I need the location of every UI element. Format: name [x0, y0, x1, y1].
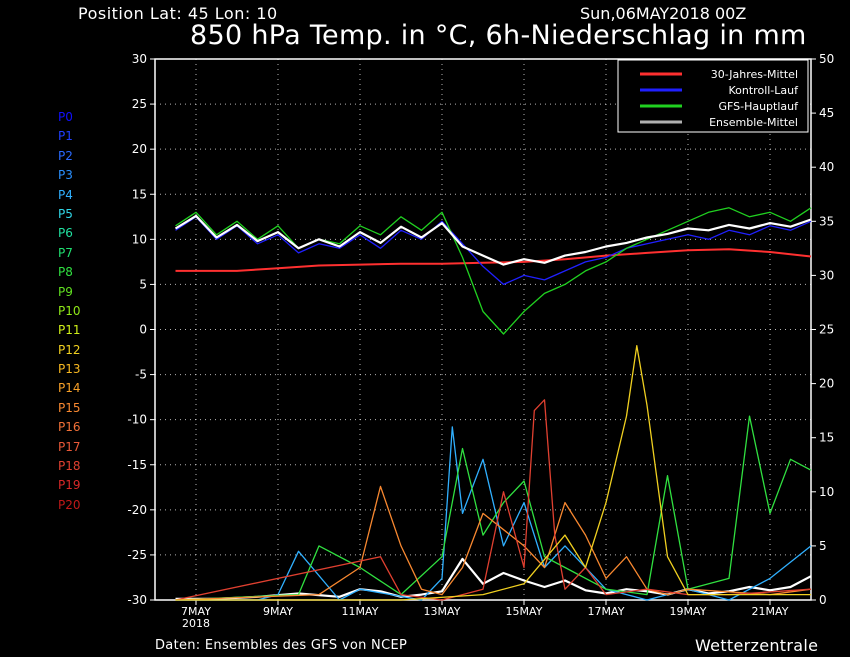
member-label-p15: P15: [58, 400, 81, 415]
y-left-tick-label: -20: [127, 503, 147, 517]
member-label-p10: P10: [58, 303, 81, 318]
brand-label: Wetterzentrale: [695, 636, 819, 655]
member-label-p6: P6: [58, 226, 73, 241]
y-right-tick-label: 45: [819, 106, 834, 120]
y-right-tick-label: 25: [819, 323, 834, 337]
data-source-label: Daten: Ensembles des GFS von NCEP: [155, 638, 408, 653]
member-label-p5: P5: [58, 206, 73, 221]
series-line-p12-niederschlag: [175, 345, 811, 601]
member-label-p19: P19: [58, 478, 81, 493]
member-label-p20: P20: [58, 497, 81, 512]
member-label-p4: P4: [58, 187, 73, 202]
y-right-tick-label: 5: [819, 539, 827, 553]
y-right-tick-label: 0: [819, 593, 827, 607]
series-line-p8-niederschlag: [175, 415, 812, 601]
x-tick-label: 21MAY: [752, 605, 789, 618]
member-label-p8: P8: [58, 265, 73, 280]
y-right-tick-label: 35: [819, 214, 834, 228]
legend-label: 30-Jahres-Mittel: [711, 68, 798, 81]
y-left-tick-label: 10: [132, 232, 147, 246]
legend: 30-Jahres-Mittel Kontroll-Lauf GFS-Hauptla…: [617, 59, 809, 133]
x-tick-label: 9MAY: [263, 605, 293, 618]
legend-label: Kontroll-Lauf: [729, 84, 800, 97]
y-right-tick-label: 15: [819, 431, 834, 445]
y-left-tick-label: -25: [127, 548, 147, 562]
y-right-tick-label: 20: [819, 377, 834, 391]
y-left-tick-label: 0: [139, 323, 147, 337]
member-label-p14: P14: [58, 381, 81, 396]
run-date-label: Sun,06MAY2018 00Z: [580, 4, 747, 23]
y-left-tick-label: -15: [127, 458, 147, 472]
legend-label: Ensemble-Mittel: [709, 116, 798, 129]
y-right-tick-label: 50: [819, 52, 834, 66]
series-line-p15-niederschlag: [175, 485, 812, 601]
y-left-tick-label: 25: [132, 97, 147, 111]
member-label-p0: P0: [58, 110, 73, 124]
x-tick-label: 17MAY: [588, 605, 625, 618]
member-label-p11: P11: [58, 323, 81, 338]
y-left-tick-label: 5: [139, 277, 147, 291]
y-left-tick-label: 15: [132, 187, 147, 201]
member-label-p1: P1: [58, 129, 73, 144]
series-line-30-jahres-mittel: [175, 248, 812, 272]
member-label-p16: P16: [58, 420, 81, 435]
legend-box: [617, 59, 809, 133]
member-label-p9: P9: [58, 284, 73, 299]
y-right-tick-label: 10: [819, 485, 834, 499]
position-label: Position Lat: 45 Lon: 10: [78, 4, 278, 23]
chart-title: 850 hPa Temp. in °C, 6h-Niederschlag in …: [190, 20, 807, 51]
x-tick-label: 19MAY: [670, 605, 707, 618]
y-right-tick-label: 30: [819, 268, 834, 282]
member-label-p17: P17: [58, 439, 81, 454]
x-tick-label: 7MAY: [181, 605, 211, 618]
series-line-gfs-hauptlauf: [175, 207, 812, 335]
legend-label: GFS-Hauptlauf: [718, 100, 799, 113]
series-line-ensemble-mittel-niederschlag: [175, 557, 812, 601]
member-label-p18: P18: [58, 459, 81, 474]
x-tick-label: 13MAY: [424, 605, 461, 618]
series-line-ensemble-mittel: [174, 214, 812, 266]
plot-frame: [154, 58, 812, 601]
member-label-p13: P13: [58, 362, 81, 377]
member-label-p3: P3: [58, 168, 73, 183]
member-label-p7: P7: [58, 245, 73, 260]
ensemble-member-list: P0 P1 P2 P3 P4 P5 P6 P7 P8 P9 P10 P11 P12 P13 P14 P15 P1…: [58, 109, 81, 516]
series-line-p3-niederschlag: [175, 426, 812, 601]
y-left-tick-label: 30: [132, 52, 147, 66]
y-left-tick-label: -10: [127, 413, 147, 427]
y-left-tick-label: 20: [132, 142, 147, 156]
x-tick-label: 11MAY: [342, 605, 379, 618]
member-label-p12: P12: [58, 342, 81, 357]
y-left-tick-label: -30: [127, 593, 147, 607]
member-label-p2: P2: [58, 148, 73, 163]
series-line-kontroll-lauf: [175, 216, 812, 286]
y-right-tick-label: 40: [819, 160, 834, 174]
y-left-tick-label: -5: [135, 368, 147, 382]
x-tick-sublabel: 2018: [182, 617, 210, 630]
x-tick-label: 15MAY: [506, 605, 543, 618]
